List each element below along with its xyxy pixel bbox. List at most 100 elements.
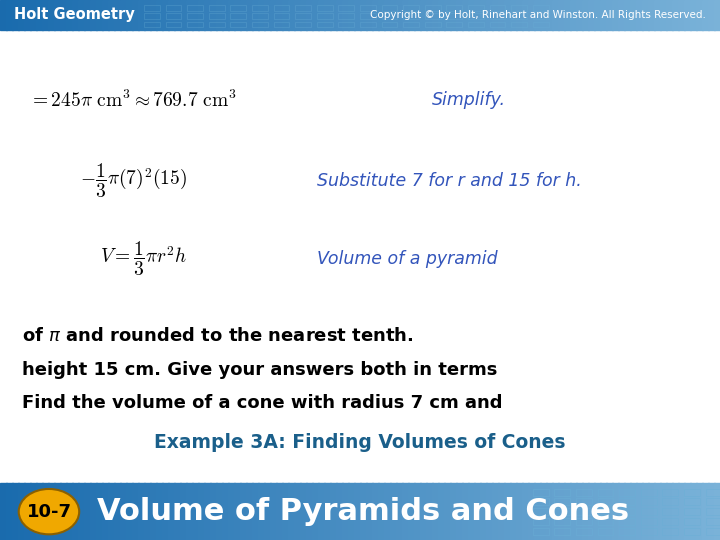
Bar <box>204 483 211 540</box>
Bar <box>642 483 649 540</box>
Bar <box>174 483 181 540</box>
Bar <box>403 5 419 11</box>
Bar <box>300 483 307 540</box>
Bar <box>324 0 330 30</box>
Bar <box>222 0 229 30</box>
Bar <box>126 0 132 30</box>
Bar <box>438 0 445 30</box>
Bar <box>252 22 268 27</box>
Bar <box>274 22 289 27</box>
Bar <box>533 528 549 535</box>
Bar <box>554 489 570 496</box>
Bar <box>317 14 333 19</box>
Bar <box>258 0 265 30</box>
Bar <box>504 0 510 30</box>
Bar <box>516 483 523 540</box>
Bar <box>594 483 600 540</box>
Bar <box>600 0 607 30</box>
Bar <box>210 483 217 540</box>
Bar <box>390 0 397 30</box>
Bar <box>210 0 217 30</box>
Bar <box>78 0 85 30</box>
Bar <box>72 0 78 30</box>
Bar <box>270 0 276 30</box>
Bar <box>660 483 667 540</box>
Bar <box>166 5 181 11</box>
Bar <box>702 483 708 540</box>
Bar <box>678 0 685 30</box>
Bar <box>706 489 720 496</box>
Bar <box>274 14 289 19</box>
Bar <box>264 0 271 30</box>
Bar <box>187 14 203 19</box>
Text: Substitute 7 for r and 15 for h.: Substitute 7 for r and 15 for h. <box>317 172 582 190</box>
Bar <box>168 483 175 540</box>
Bar <box>660 0 667 30</box>
Bar <box>706 498 720 505</box>
Bar <box>648 0 654 30</box>
Bar <box>468 0 474 30</box>
Bar <box>576 518 592 525</box>
Bar <box>360 14 376 19</box>
Bar <box>546 0 553 30</box>
Bar <box>684 498 700 505</box>
Bar <box>295 5 311 11</box>
Bar <box>42 0 49 30</box>
Bar <box>576 508 592 515</box>
Bar <box>240 0 247 30</box>
Bar <box>403 14 419 19</box>
Bar <box>528 483 535 540</box>
Bar <box>54 0 60 30</box>
Bar <box>96 483 103 540</box>
Bar <box>576 498 592 505</box>
Bar <box>216 483 222 540</box>
Bar <box>0 0 6 30</box>
Bar <box>576 489 592 496</box>
Bar <box>486 0 492 30</box>
Bar <box>490 5 505 11</box>
Bar <box>552 0 559 30</box>
Bar <box>420 483 427 540</box>
Bar <box>402 0 409 30</box>
Bar <box>511 22 527 27</box>
Bar <box>366 0 373 30</box>
Bar <box>474 0 481 30</box>
Bar <box>246 483 253 540</box>
Bar <box>150 483 157 540</box>
Bar <box>288 0 294 30</box>
Bar <box>180 483 186 540</box>
Bar <box>382 5 397 11</box>
Bar <box>468 22 484 27</box>
Bar <box>492 0 499 30</box>
Bar <box>420 0 427 30</box>
Bar <box>209 5 225 11</box>
Bar <box>414 483 420 540</box>
Bar <box>252 14 268 19</box>
Bar <box>598 489 613 496</box>
Bar <box>618 0 625 30</box>
Bar <box>641 498 657 505</box>
Bar <box>228 0 235 30</box>
Bar <box>648 483 654 540</box>
Bar <box>511 14 527 19</box>
Bar <box>144 14 160 19</box>
Bar <box>132 483 139 540</box>
Bar <box>108 0 114 30</box>
Bar <box>598 528 613 535</box>
Bar <box>438 483 445 540</box>
Bar <box>706 508 720 515</box>
Bar <box>48 0 55 30</box>
Bar <box>12 0 19 30</box>
Bar <box>378 0 384 30</box>
Bar <box>636 483 643 540</box>
Bar <box>582 483 589 540</box>
Bar <box>132 0 139 30</box>
Bar <box>282 483 289 540</box>
Bar <box>554 528 570 535</box>
Bar <box>120 0 127 30</box>
Bar <box>150 0 157 30</box>
Bar <box>636 0 643 30</box>
Bar <box>450 483 456 540</box>
Bar <box>48 483 55 540</box>
Bar <box>662 528 678 535</box>
